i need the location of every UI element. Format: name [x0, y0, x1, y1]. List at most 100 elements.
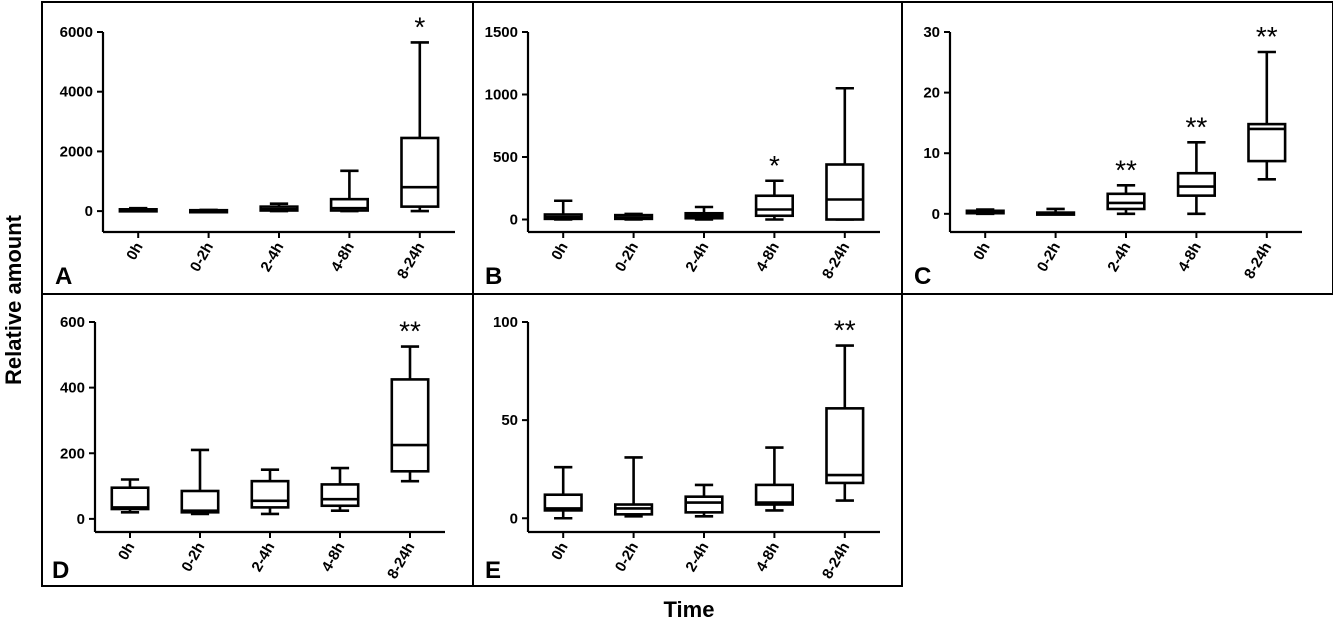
x-tick-label: 4-8h	[753, 240, 783, 275]
y-tick-label: 30	[923, 24, 940, 41]
x-tick-label: 8-24h	[819, 540, 853, 582]
iqr-box	[754, 194, 795, 218]
panel-d: 0 200 400 600 0h 0-2h 2-4h 4-8h 8-24h ** D	[41, 293, 474, 587]
x-tick-label: 8-24h	[394, 240, 428, 282]
y-tick-label: 0	[510, 212, 518, 229]
x-tick-label: 2-4h	[257, 240, 287, 275]
box-2-4h	[684, 205, 724, 221]
x-tick-label: 2-4h	[682, 540, 712, 575]
iqr-box	[390, 378, 430, 473]
y-tick-label: 0	[77, 511, 85, 528]
iqr-box	[1247, 122, 1287, 163]
box-2-4h	[259, 202, 299, 213]
x-tick-label: 2-4h	[682, 240, 712, 275]
x-tick-label: 0-2h	[612, 540, 642, 575]
y-tick-label: 0	[932, 206, 940, 223]
box-4-8h	[329, 169, 370, 213]
box-0-2h	[1035, 207, 1076, 216]
significance-marker: **	[1186, 111, 1208, 142]
y-tick-label: 500	[493, 149, 518, 166]
box-0h	[110, 478, 150, 514]
iqr-box	[180, 489, 220, 514]
iqr-box	[1106, 192, 1146, 211]
x-axis-title: Time	[664, 597, 715, 622]
box-8-24h: **	[1247, 21, 1287, 181]
y-axis-title: Relative amount	[1, 214, 26, 385]
y-tick-label: 50	[501, 412, 518, 429]
y-tick-label: 1000	[485, 87, 518, 104]
box-0h	[118, 206, 158, 213]
x-tick-label: 0h	[548, 540, 571, 564]
box-4-8h	[754, 446, 795, 512]
box-0-2h	[613, 212, 654, 221]
y-tick-label: 600	[60, 314, 85, 331]
panel-letter: A	[55, 263, 72, 290]
panel-letter: D	[52, 557, 69, 584]
box-0-2h	[613, 456, 654, 518]
panel-e: 0 50 100 0h 0-2h 2-4h 4-8h 8-24h ** E	[472, 293, 903, 587]
significance-marker: **	[1256, 21, 1278, 52]
box-0-2h	[180, 448, 220, 516]
x-tick-label: 4-8h	[1175, 240, 1205, 275]
significance-marker: **	[399, 316, 421, 347]
iqr-box	[329, 197, 370, 212]
iqr-box	[400, 136, 440, 208]
y-tick-label: 20	[923, 85, 940, 102]
significance-marker: **	[834, 315, 856, 346]
box-2-4h	[684, 483, 724, 518]
significance-marker: *	[769, 150, 780, 181]
y-tick-label: 4000	[60, 84, 93, 101]
panel-a: 0 2000 4000 6000 0h 0-2h 2-4h 4-8h 8-24h * A	[41, 1, 474, 295]
box-8-24h: **	[825, 315, 865, 502]
x-tick-label: 8-24h	[1241, 240, 1275, 282]
x-tick-label: 0h	[548, 240, 571, 264]
significance-marker: *	[414, 11, 425, 42]
panel-b: 0 500 1000 1500 0h 0-2h 2-4h 4-8h 8-24h * B	[472, 1, 903, 295]
box-0h	[965, 208, 1005, 216]
y-tick-label: 0	[85, 203, 93, 220]
y-tick-label: 400	[60, 380, 85, 397]
x-tick-label: 0h	[123, 240, 146, 264]
iqr-box	[543, 493, 583, 512]
x-tick-label: 0h	[970, 240, 993, 264]
significance-marker: **	[1115, 154, 1137, 185]
y-tick-label: 1500	[485, 24, 518, 41]
box-8-24h	[825, 86, 865, 221]
iqr-box	[110, 486, 150, 511]
y-tick-label: 200	[60, 445, 85, 462]
y-tick-label: 0	[510, 510, 518, 527]
box-0-2h	[188, 208, 229, 214]
panel-frame	[472, 293, 903, 587]
box-0h	[543, 199, 583, 221]
iqr-box	[825, 407, 865, 485]
x-tick-label: 2-4h	[1104, 240, 1134, 275]
box-4-8h: **	[1176, 111, 1217, 216]
panel-letter: C	[914, 263, 931, 290]
y-tick-label: 2000	[60, 143, 93, 160]
x-tick-label: 0-2h	[178, 540, 208, 575]
x-tick-label: 2-4h	[248, 540, 278, 575]
x-tick-label: 0-2h	[187, 240, 217, 275]
x-tick-label: 0-2h	[1034, 240, 1064, 275]
y-tick-label: 10	[923, 145, 940, 162]
iqr-box	[1176, 171, 1217, 197]
iqr-box	[320, 483, 360, 508]
box-0h	[543, 465, 583, 520]
x-tick-label: 0-2h	[612, 240, 642, 275]
x-tick-label: 8-24h	[819, 240, 853, 282]
panel-letter: E	[485, 557, 501, 584]
x-tick-label: 4-8h	[328, 240, 358, 275]
x-tick-label: 4-8h	[318, 540, 348, 575]
y-tick-label: 6000	[60, 24, 93, 41]
box-2-4h: **	[1106, 154, 1146, 216]
box-4-8h: *	[754, 150, 795, 221]
box-8-24h: **	[390, 316, 430, 483]
panel-letter: B	[485, 263, 502, 290]
box-2-4h	[250, 468, 290, 516]
iqr-box	[684, 495, 724, 514]
box-4-8h	[320, 466, 360, 512]
y-tick-label: 100	[493, 314, 518, 331]
iqr-box	[754, 483, 795, 506]
x-tick-label: 0h	[115, 540, 138, 564]
